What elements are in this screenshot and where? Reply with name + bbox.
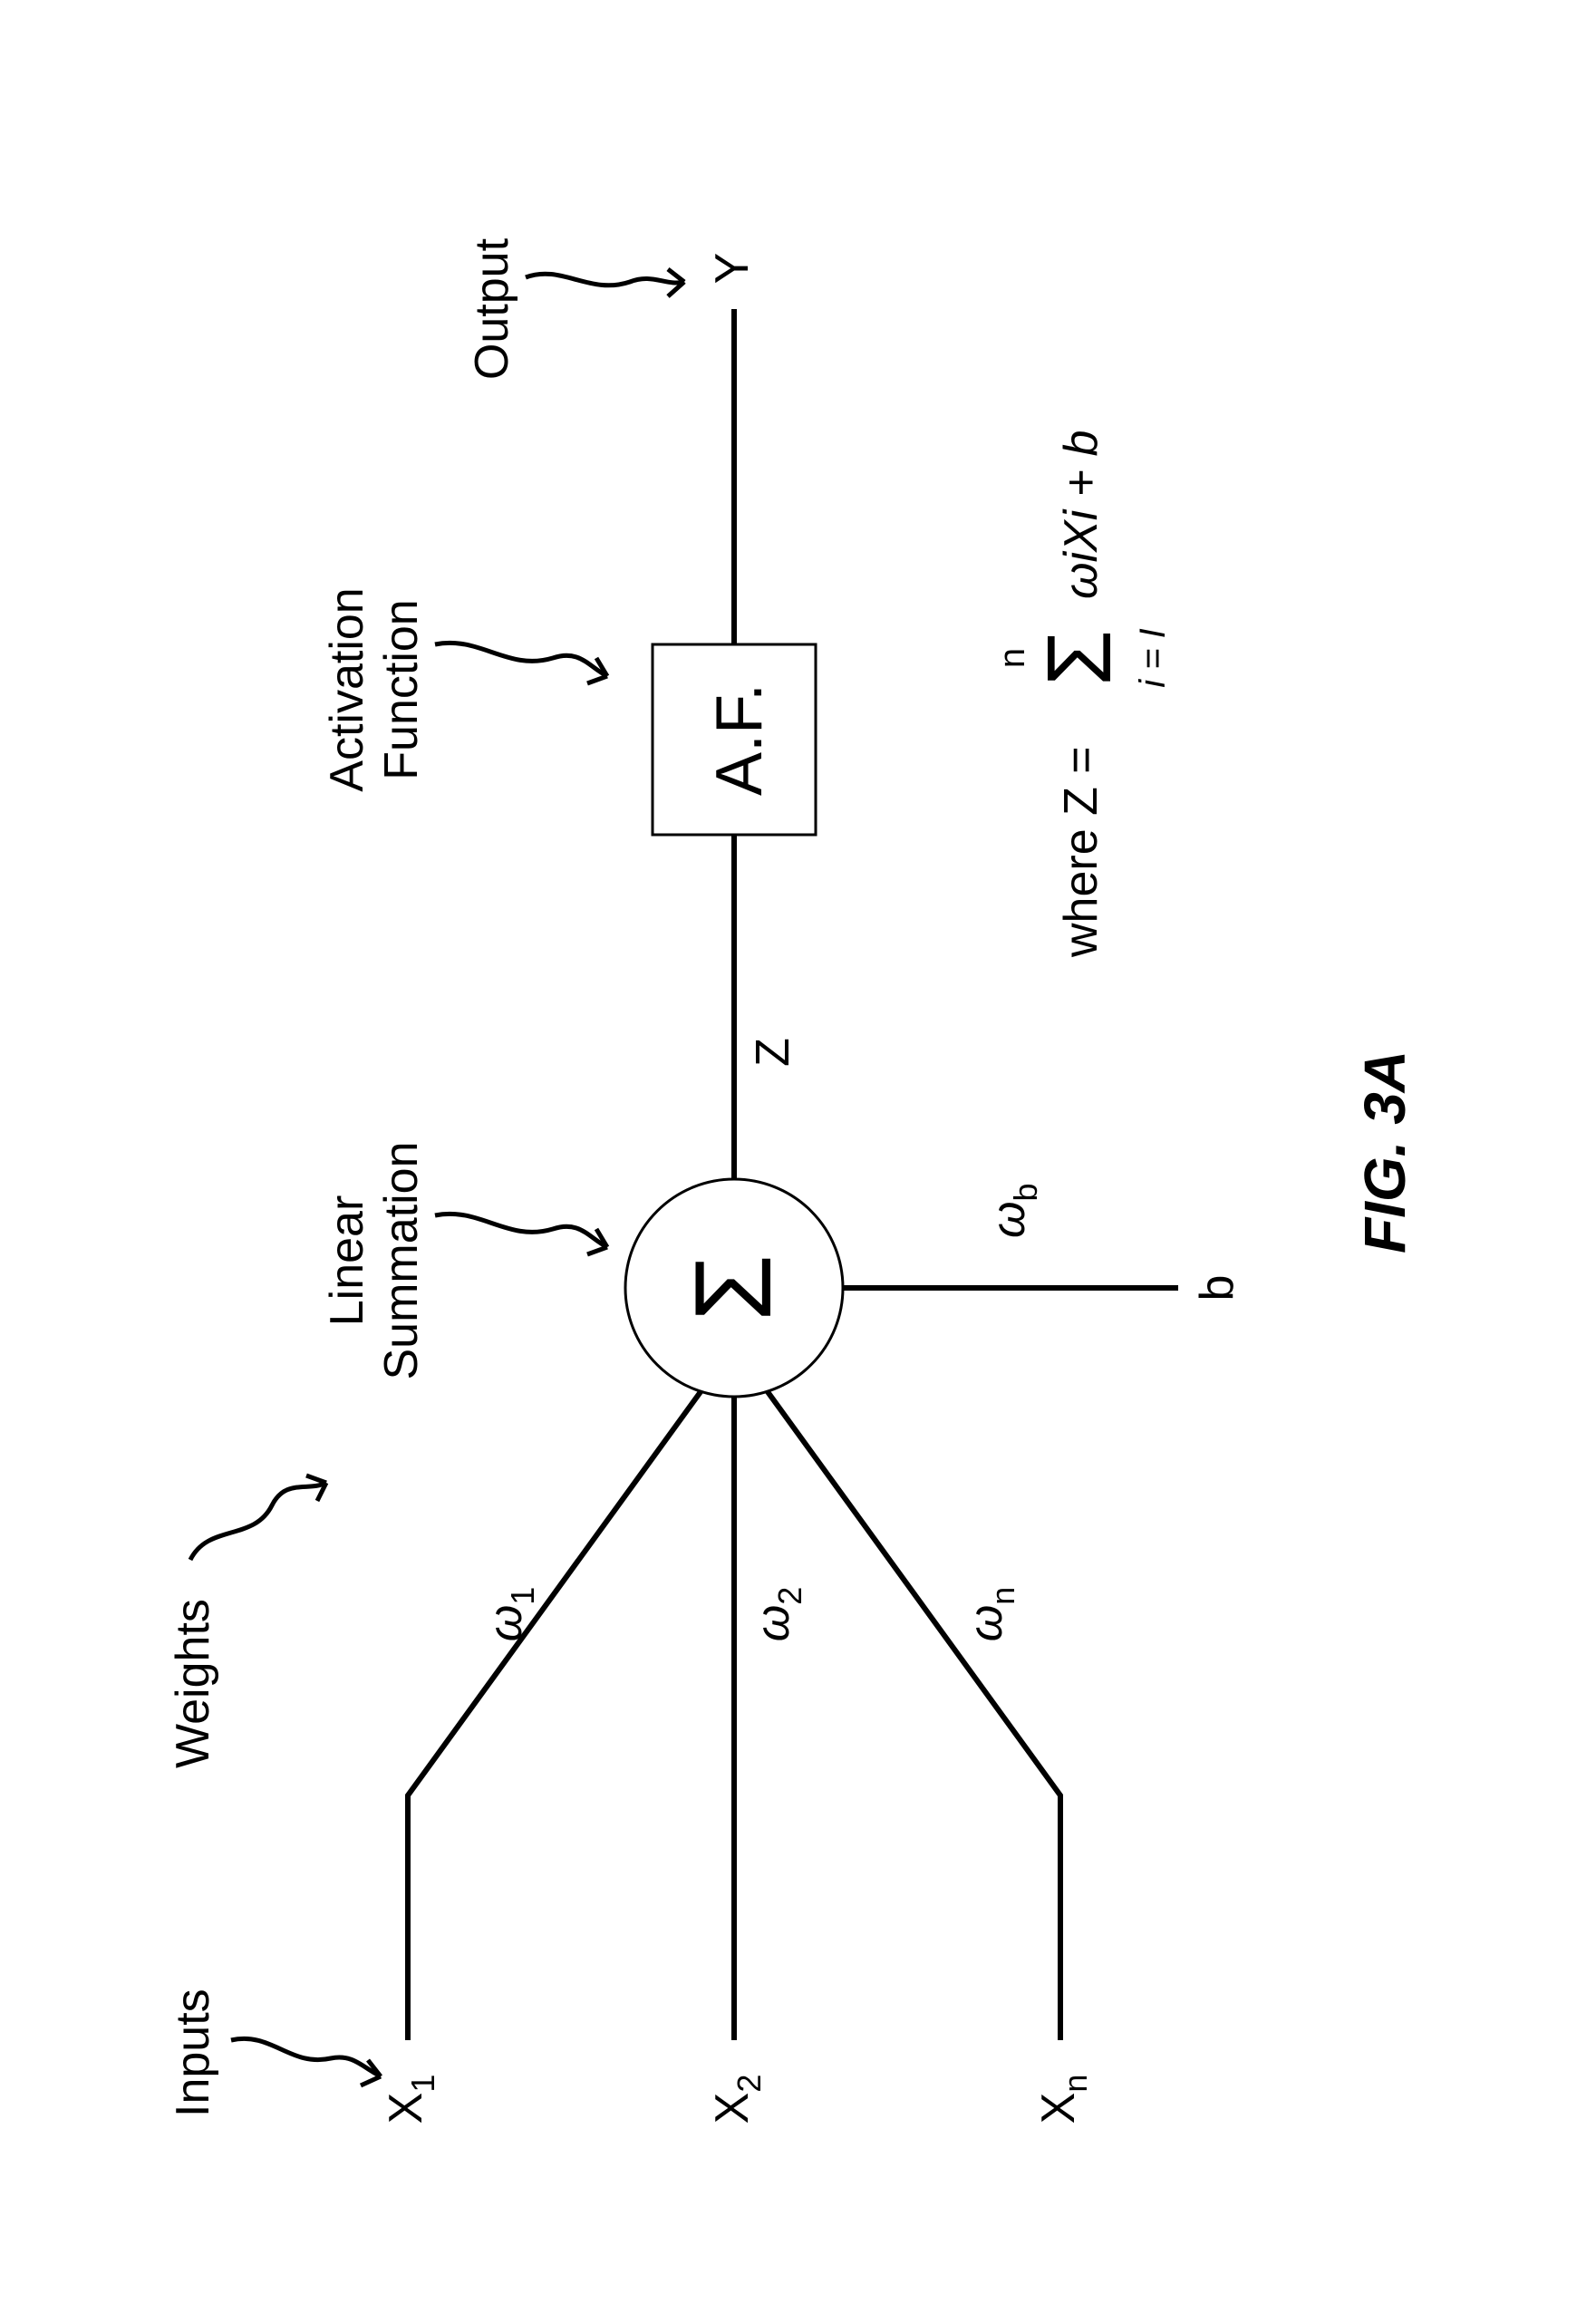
svg-text:where Z =: where Z = xyxy=(1055,746,1108,958)
input-x1: X1 xyxy=(380,2075,441,2124)
weight-w1: ω1 xyxy=(479,1587,541,1642)
weight-w2: ω2 xyxy=(747,1587,808,1642)
summation-heading-2: Summation xyxy=(375,1142,428,1380)
figure-caption: FIG. 3A xyxy=(1352,1050,1417,1253)
weight-wn: ωn xyxy=(960,1587,1021,1642)
svg-text:i = I: i = I xyxy=(1133,628,1173,688)
bias-label: b xyxy=(1191,1275,1243,1301)
z-label: Z xyxy=(747,1038,799,1067)
af-label: A.F. xyxy=(703,683,776,796)
svg-text:Σ: Σ xyxy=(1029,630,1130,686)
inputs-heading: Inputs xyxy=(167,1989,219,2117)
svg-text:n: n xyxy=(992,648,1032,668)
svg-text:ωiXi + b: ωiXi + b xyxy=(1055,431,1108,599)
activation-heading-1: Activation xyxy=(321,587,373,791)
output-heading: Output xyxy=(466,237,518,380)
input-xn: Xn xyxy=(1032,2075,1094,2124)
activation-heading-2: Function xyxy=(375,599,428,779)
formula: where Z = n Σ i = I ωiXi + b xyxy=(992,431,1173,958)
summation-heading-1: Linear xyxy=(321,1195,373,1327)
y-label: Y xyxy=(706,253,759,285)
weight-wb: ωb xyxy=(982,1183,1044,1238)
input-x2: X2 xyxy=(706,2075,768,2124)
weights-heading: Weights xyxy=(167,1599,219,1768)
sigma-symbol: Σ xyxy=(672,1254,794,1321)
